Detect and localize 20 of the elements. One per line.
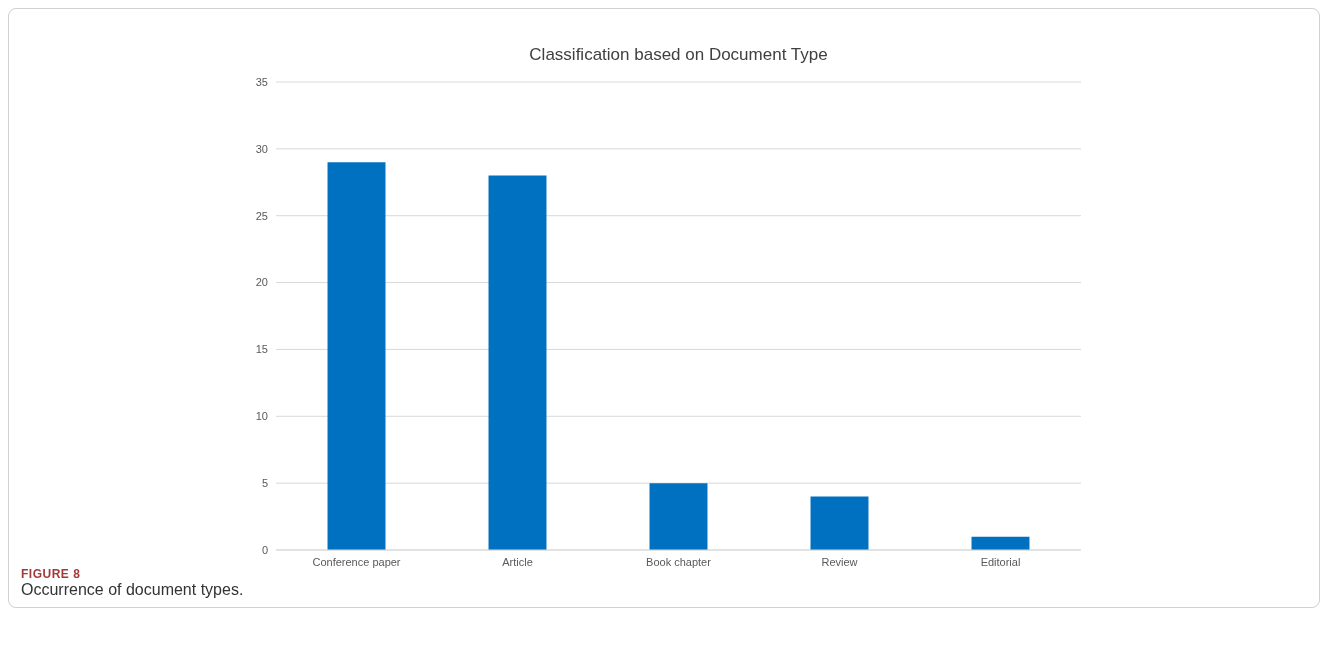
bar (810, 496, 869, 550)
caption: FIGURE 8 (21, 567, 82, 581)
text: Occurrence of document types. (21, 581, 244, 599)
y-tick-label: 5 (261, 477, 268, 490)
y-tick-label: 10 (255, 410, 268, 423)
x-tick-label: Conference paper (312, 555, 401, 568)
y-tick-label: 20 (255, 276, 268, 289)
y-tick-label: 25 (255, 209, 268, 222)
y-tick-label: 0 (261, 543, 268, 556)
x-tick-label: Review (821, 555, 858, 568)
y-tick-label: 15 (255, 343, 268, 356)
bar (488, 175, 547, 550)
y-tick-label: 30 (255, 142, 268, 155)
x-tick-label: Book chapter (646, 555, 712, 568)
bar (327, 162, 386, 550)
y-tick-label: 35 (255, 75, 268, 88)
x-tick-label: Article (502, 555, 533, 568)
x-tick-label: Editorial (980, 555, 1021, 568)
chart-title: Classification based on Document Type (528, 45, 829, 65)
bar (649, 483, 708, 550)
